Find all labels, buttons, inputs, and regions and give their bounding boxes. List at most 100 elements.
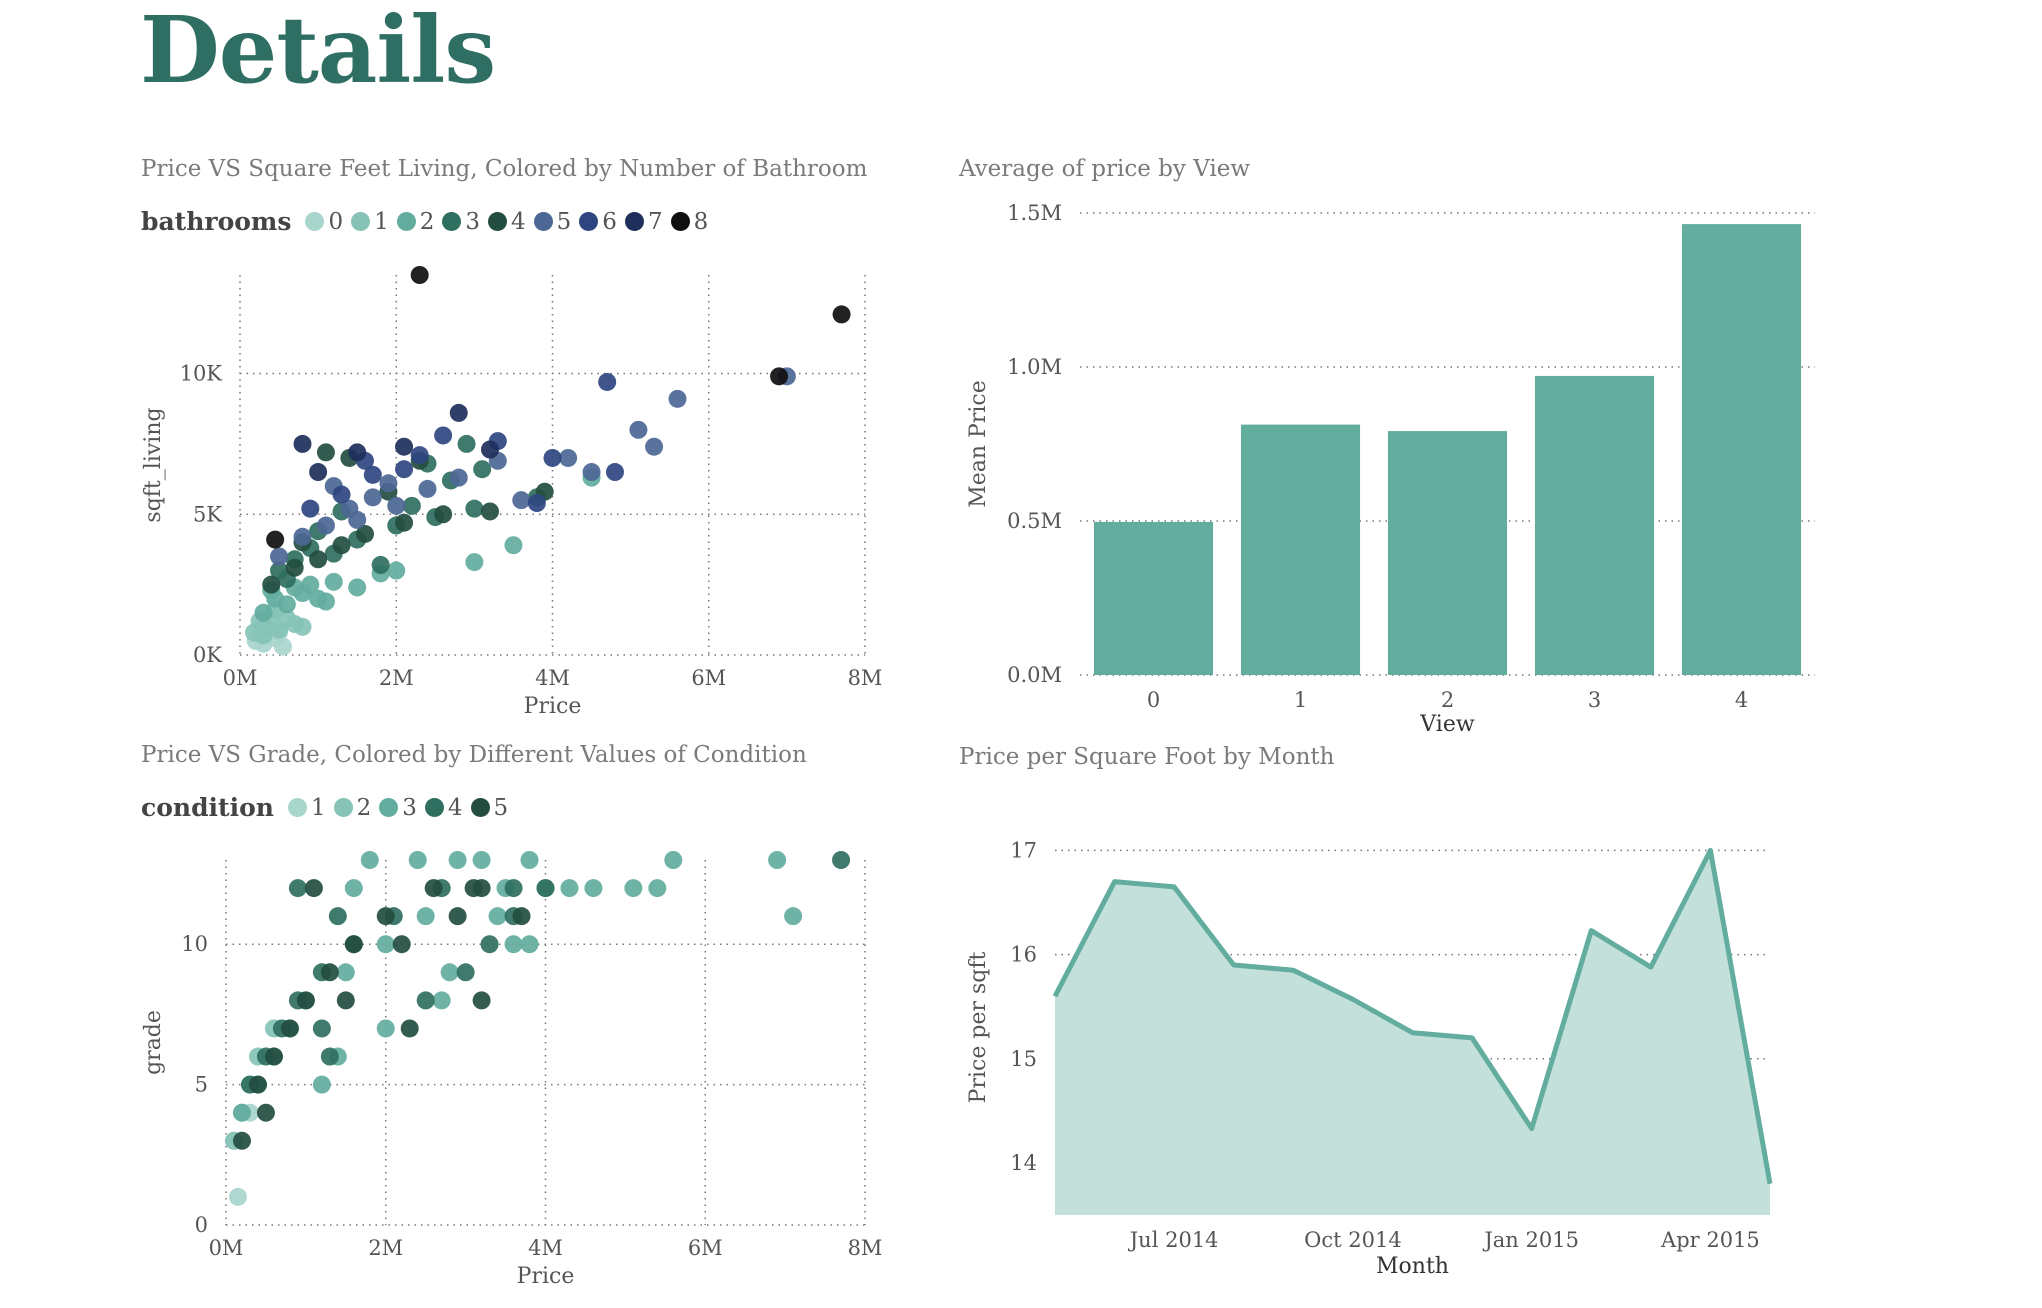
scatter-grade-point-5: [424, 879, 443, 898]
scatter-bath-point-2: [324, 572, 343, 591]
scatter-grade-point-3: [472, 851, 491, 869]
bar-view-bar: [1681, 224, 1802, 675]
scatter-bath-point-4: [356, 524, 374, 543]
scatter-bath-point-6: [434, 426, 453, 445]
bathrooms-legend-swatch: [488, 212, 508, 231]
scatter-bath-point-8: [410, 266, 429, 284]
scatter-grade-point-4: [320, 1047, 339, 1066]
scatter-grade-point-4: [480, 935, 499, 954]
scatter-bath-point-7: [348, 443, 367, 462]
scatter-grade-point-5: [304, 879, 323, 898]
scatter-grade-point-4: [288, 879, 307, 898]
scatter-bath-y-axis-label: sqft_living: [141, 407, 166, 522]
scatter-bath-point-2: [465, 553, 484, 572]
scatter-bath-point-4: [316, 443, 335, 462]
scatter-bath-point-4: [332, 536, 351, 555]
bathrooms-legend-item: 6: [579, 209, 617, 235]
scatter-bath-point-7: [449, 403, 468, 422]
scatter-bath-x-tick-label: 4M: [535, 666, 570, 690]
scatter-bath-point-5: [668, 389, 687, 408]
scatter-grade-point-3: [504, 935, 523, 954]
bar-view-y-tick-label: 0.0M: [1007, 663, 1062, 687]
scatter-bath-point-4: [481, 502, 499, 521]
scatter-bath-x-tick-label: 6M: [691, 666, 726, 690]
bar-view-title: Average of price by View: [959, 156, 1251, 182]
bar-view-x-tick-label: 3: [1588, 688, 1601, 712]
scatter-grade-point-3: [312, 1075, 331, 1094]
scatter-bath-point-5: [559, 448, 578, 467]
scatter-bath-point-6: [363, 465, 382, 484]
condition-legend-item: 1: [287, 795, 326, 821]
bathrooms-legend-label: 8: [693, 208, 709, 235]
scatter-grade-point-3: [520, 851, 539, 869]
scatter-bath-point-8: [266, 530, 285, 549]
scatter-bath-point-5: [270, 547, 289, 566]
scatter-grade-point-3: [376, 935, 395, 954]
condition-legend-swatch: [470, 798, 490, 817]
scatter-bath-point-2: [348, 578, 367, 597]
scatter-bath-point-6: [598, 372, 617, 391]
condition-legend-title: condition: [141, 793, 274, 822]
scatter-grade-point-5: [280, 1019, 299, 1038]
area-month-y-tick-label: 15: [1010, 1047, 1037, 1071]
scatter-bath-point-6: [395, 460, 414, 479]
scatter-bath-point-4: [262, 575, 281, 594]
scatter-bath-point-3: [457, 434, 476, 453]
scatter-grade-x-tick-label: 8M: [848, 1236, 883, 1260]
condition-legend-item: 4: [424, 795, 463, 821]
bathrooms-legend-label: 7: [647, 208, 663, 235]
scatter-grade-point-3: [664, 851, 683, 869]
scatter-bath-y-tick-label: 0K: [193, 643, 222, 667]
scatter-grade-point-3: [360, 851, 379, 869]
scatter-bath-point-1: [293, 617, 312, 636]
scatter-grade-point-5: [232, 1131, 251, 1150]
bar-view-bar: [1240, 424, 1361, 675]
scatter-grade-x-tick-label: 2M: [368, 1236, 403, 1260]
scatter-grade-y-tick-label: 10: [181, 932, 208, 956]
scatter-bath-point-6: [332, 485, 351, 504]
area-month-title: Price per Square Foot by Month: [959, 744, 1335, 770]
scatter-grade-y-axis-label: grade: [141, 1010, 166, 1075]
scatter-bath-point-5: [379, 474, 398, 493]
scatter-grade-point-5: [472, 879, 491, 898]
scatter-grade-point-3: [440, 963, 459, 982]
condition-legend-item: 5: [470, 794, 509, 821]
area-month-y-axis-label: Price per sqft: [966, 952, 991, 1104]
scatter-bath-point-2: [301, 575, 320, 594]
scatter-bath-point-2: [387, 561, 406, 580]
bar-view-bar: [1534, 375, 1655, 675]
area-month-y-tick-label: 16: [1010, 943, 1037, 967]
bathrooms-legend-item: 7: [624, 208, 663, 235]
scatter-grade-point-1: [228, 1187, 247, 1206]
area-month-line: [1052, 847, 1773, 1185]
scatter-grade-point-5: [392, 935, 411, 954]
scatter-grade-point-3: [624, 879, 643, 898]
scatter-bath-point-2: [316, 592, 335, 611]
scatter-grade-x-axis-label: Price: [517, 1264, 575, 1289]
scatter-bath-point-5: [418, 479, 437, 498]
bathrooms-legend-item: 5: [533, 208, 572, 235]
bathrooms-legend-item: 4: [488, 209, 526, 235]
scatter-grade-chart: 0M 2M 4M 6M 8M 0 5 10 Price grade: [141, 851, 883, 1289]
bathrooms-legend: bathrooms 0 1 2 3 4 5 6 7 8: [141, 207, 716, 236]
bathrooms-legend-swatch: [442, 212, 462, 231]
bathrooms-legend-label: 0: [328, 208, 344, 235]
scatter-grade-point-5: [344, 935, 363, 954]
scatter-grade-point-4: [504, 879, 523, 898]
scatter-bath-point-7: [481, 440, 499, 459]
scatter-grade-x-tick-label: 6M: [688, 1236, 723, 1260]
scatter-grade-point-5: [400, 1019, 419, 1038]
condition-legend-label: 5: [493, 794, 509, 821]
bathrooms-legend-item: 8: [670, 208, 709, 235]
scatter-grade-point-3: [520, 935, 539, 954]
bathrooms-legend-swatch: [624, 212, 644, 231]
scatter-grade-point-4: [416, 991, 435, 1010]
bathrooms-legend-swatch: [305, 212, 325, 231]
scatter-bath-point-8: [770, 367, 789, 386]
bathrooms-legend-swatch: [396, 212, 416, 231]
bathrooms-legend-label: 5: [556, 208, 572, 235]
scatter-grade-point-3: [648, 879, 667, 898]
scatter-bath-point-7: [395, 437, 414, 456]
scatter-grade-point-5: [296, 991, 315, 1010]
scatter-bath-point-5: [449, 468, 468, 487]
